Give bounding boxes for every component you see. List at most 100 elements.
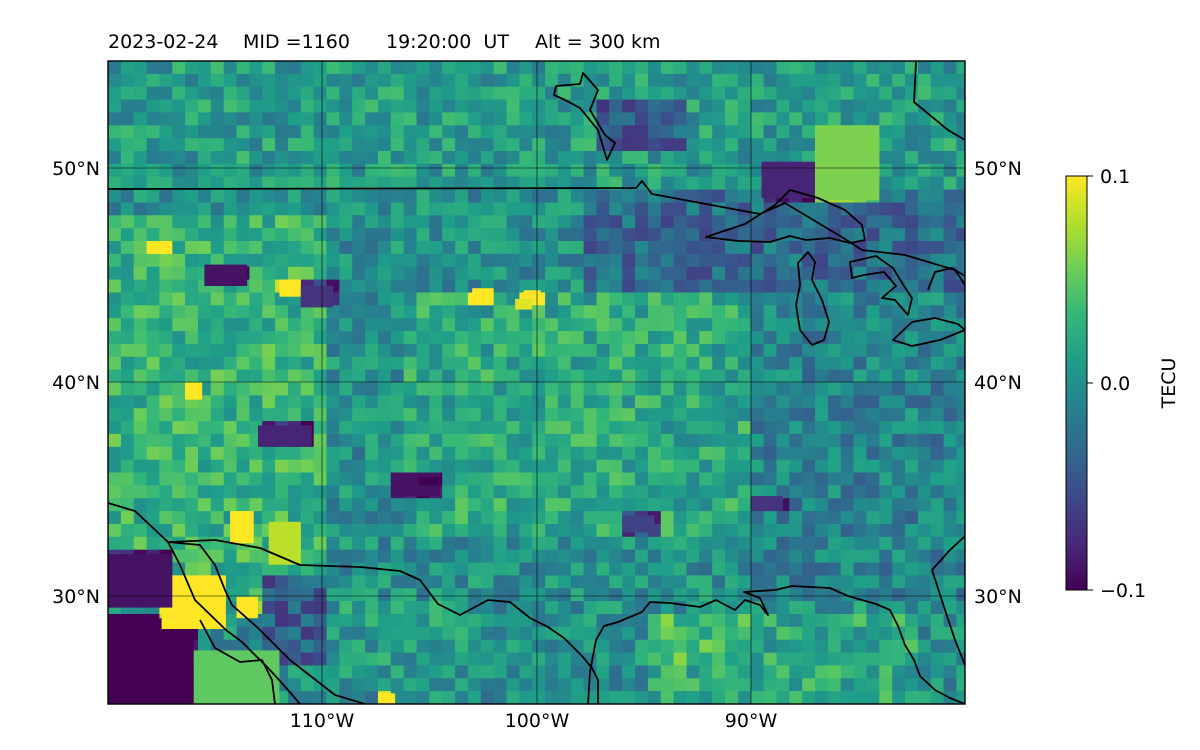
- tec-cell: [442, 665, 456, 679]
- tec-cell: [686, 215, 700, 229]
- tec-cell: [146, 382, 161, 396]
- tec-cell: [339, 485, 353, 499]
- tec-cell: [660, 215, 675, 229]
- tec-cell: [815, 241, 829, 255]
- tec-cell: [956, 61, 965, 75]
- tec-cell: [326, 138, 340, 152]
- tec-cell: [493, 485, 508, 499]
- tec-cell: [108, 151, 122, 165]
- tec-cell: [493, 601, 508, 615]
- tec-cell: [943, 176, 958, 191]
- tec-cell: [146, 125, 161, 139]
- tec-cell: [776, 639, 790, 654]
- tec-cell: [956, 151, 965, 165]
- tec-cell: [236, 575, 250, 589]
- tec-cell: [660, 382, 675, 396]
- tec-cell: [930, 485, 945, 499]
- tec-cell: [442, 331, 456, 345]
- tec-cell: [262, 318, 276, 332]
- tec-cell: [956, 369, 965, 384]
- tec-cell: [570, 189, 585, 204]
- tec-region-cold-spot-1: [204, 264, 248, 286]
- tec-cell: [467, 266, 482, 281]
- tec-cell: [712, 86, 726, 101]
- tec-cell: [467, 228, 482, 242]
- tec-cell: [262, 73, 276, 88]
- tec-cell: [725, 536, 739, 551]
- tec-cell: [866, 215, 880, 229]
- tec-cell: [185, 343, 199, 358]
- tec-cell: [956, 524, 965, 538]
- tec-cell: [853, 408, 868, 422]
- tec-cell: [622, 652, 636, 667]
- tec-cell: [789, 331, 803, 345]
- tec-cell: [352, 665, 366, 679]
- tec-cell: [545, 61, 559, 75]
- tec-cell: [622, 138, 636, 152]
- tec-cell: [519, 459, 533, 474]
- tec-cell: [519, 99, 533, 114]
- tec-cell: [660, 356, 675, 371]
- tec-cell: [737, 266, 752, 281]
- tec-cell: [866, 292, 880, 306]
- tec-cell: [853, 626, 868, 641]
- tec-cell: [442, 511, 456, 525]
- tec-cell: [930, 665, 945, 679]
- tec-cell: [892, 305, 906, 319]
- tec-cell: [622, 459, 636, 474]
- tec-cell: [159, 99, 173, 114]
- tec-cell: [802, 356, 816, 371]
- tec-cell: [737, 665, 752, 679]
- tec-cell: [429, 253, 443, 268]
- tec-cell: [712, 151, 726, 165]
- tec-cell: [737, 485, 752, 499]
- tec-cell: [647, 665, 662, 679]
- tec-cell: [545, 331, 559, 345]
- tec-cell: [609, 626, 623, 641]
- tec-cell: [750, 485, 765, 499]
- tec-cell: [570, 266, 585, 281]
- tec-cell: [570, 202, 585, 216]
- colorbar-label-bottom: −0.1: [1100, 580, 1146, 602]
- tec-cell: [635, 253, 649, 268]
- tec-cell: [879, 202, 893, 216]
- tec-cell: [403, 536, 418, 551]
- tec-cell: [635, 472, 649, 486]
- tec-cell: [557, 292, 572, 306]
- tec-cell: [455, 588, 469, 602]
- tec-cell: [930, 369, 945, 384]
- tec-cell: [545, 549, 559, 564]
- tec-cell: [725, 292, 739, 306]
- tec-cell: [853, 61, 868, 75]
- tec-cell: [339, 498, 353, 512]
- tec-cell: [840, 626, 855, 641]
- tec-cell: [892, 292, 906, 306]
- tec-cell: [596, 86, 610, 101]
- tec-cell: [480, 626, 495, 641]
- tec-cell: [365, 678, 379, 692]
- tec-cell: [673, 151, 688, 165]
- tec-cell: [262, 485, 276, 499]
- tec-cell: [185, 176, 199, 191]
- tec-cell: [905, 318, 919, 332]
- tec-cell: [737, 421, 752, 435]
- tec-cell: [737, 472, 752, 486]
- tec-cell: [879, 61, 893, 75]
- tec-cell: [455, 408, 469, 422]
- tec-cell: [853, 356, 868, 371]
- tec-cell: [673, 626, 688, 641]
- tec-cell: [390, 626, 405, 641]
- tec-cell: [108, 369, 122, 384]
- tec-cell: [956, 305, 965, 319]
- tec-cell: [313, 176, 328, 191]
- tec-cell: [596, 433, 610, 448]
- tec-cell: [545, 421, 559, 435]
- tec-cell: [699, 652, 713, 667]
- tec-cell: [699, 241, 713, 255]
- tec-cell: [365, 61, 379, 75]
- tec-cell: [750, 421, 765, 435]
- tec-cell: [763, 536, 778, 551]
- tec-cell: [840, 343, 855, 358]
- lon-labels: 110°W 100°W 90°W: [290, 710, 778, 732]
- tec-cell: [686, 524, 700, 538]
